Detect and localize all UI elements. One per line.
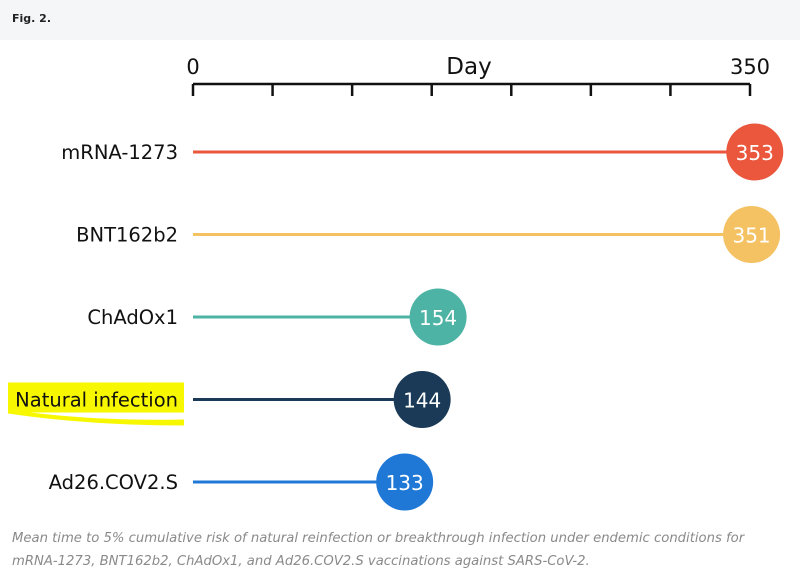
lollipop-dot xyxy=(723,206,781,263)
value-label: 351 xyxy=(732,224,770,248)
lollipop-chart: 0 350 Day mRNA-1273 353 BNT162b2 351 ChAdOx1 154… xyxy=(8,54,784,511)
category-label: Ad26.COV2.S xyxy=(49,471,178,494)
x-tick-label: 350 xyxy=(730,55,770,79)
category-label: BNT162b2 xyxy=(76,224,178,247)
highlight-marker xyxy=(8,382,184,413)
lollipop-dot xyxy=(726,123,784,181)
category-label: mRNA-1273 xyxy=(61,141,178,164)
value-label: 144 xyxy=(403,389,441,413)
lollipop-dot xyxy=(393,371,451,428)
category-label: ChAdOx1 xyxy=(87,306,178,329)
lollipop-dot xyxy=(409,288,467,346)
figure-caption: Mean time to 5% cumulative risk of natur… xyxy=(12,531,745,569)
value-label: 133 xyxy=(386,471,424,495)
highlight-stroke xyxy=(8,409,184,426)
x-tick-label: 0 xyxy=(186,55,199,79)
value-label: 353 xyxy=(736,141,774,165)
value-label: 154 xyxy=(419,306,457,330)
category-label: Natural infection xyxy=(15,389,178,412)
figure-label: Fig. 2. xyxy=(12,12,51,25)
lollipop-dot xyxy=(376,453,434,511)
x-axis-title: Day xyxy=(446,54,491,80)
figure-header: Fig. 2. xyxy=(0,0,800,40)
